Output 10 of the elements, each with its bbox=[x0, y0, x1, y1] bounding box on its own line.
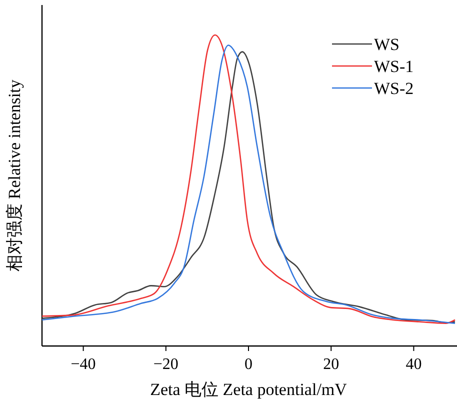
legend-label: WS bbox=[374, 35, 400, 54]
legend-label: WS-1 bbox=[374, 57, 414, 76]
x-tick-label: 20 bbox=[323, 356, 340, 373]
legend-label: WS-2 bbox=[374, 79, 414, 98]
x-tick-label: −40 bbox=[70, 356, 96, 373]
x-tick-label: −20 bbox=[153, 356, 178, 373]
x-tick-label: 40 bbox=[406, 356, 422, 373]
x-axis-title: Zeta 电位 Zeta potential/mV bbox=[150, 380, 348, 399]
y-axis-title: 相对强度 Relative intensity bbox=[5, 79, 24, 272]
x-tick-label: 0 bbox=[244, 356, 252, 373]
